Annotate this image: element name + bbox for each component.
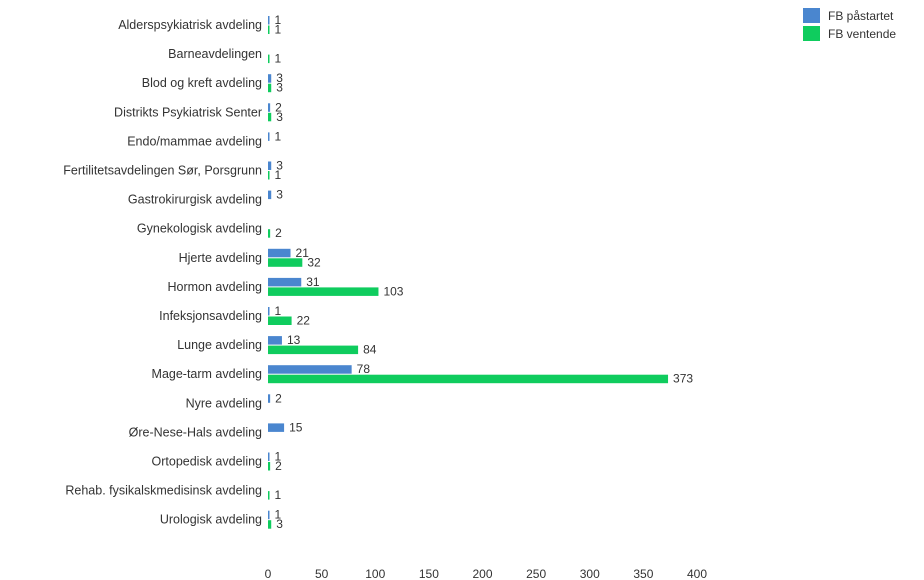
value-label-ventende-ortopedisk-avdeling: 2 [275, 459, 282, 473]
value-label-ventende-rehab-fysikalskmedisinsk-avdeling: 1 [275, 488, 282, 502]
value-label-ventende-hormon-avdeling: 103 [383, 284, 403, 298]
category-label-nyre-avdeling: Nyre avdeling [186, 396, 262, 410]
legend-label-ventende: FB ventende [828, 27, 896, 41]
value-label-ventende-fertilitetsavdelingen-s-r-porsgrunn: 1 [275, 168, 282, 182]
value-label-pastartet-infeksjonsavdeling: 1 [275, 304, 282, 318]
x-tick-label-350: 350 [633, 567, 653, 580]
category-label-infeksjonsavdeling: Infeksjonsavdeling [159, 309, 262, 323]
value-label-ventende-blod-og-kreft-avdeling: 3 [276, 81, 283, 95]
bar-ventende-rehab-fysikalskmedisinsk-avdeling [268, 491, 270, 500]
bar-pastartet-gastrokirurgisk-avdeling [268, 190, 272, 200]
value-label-pastartet-lunge-avdeling: 13 [287, 333, 301, 347]
x-tick-label-150: 150 [419, 567, 439, 580]
value-label-ventende-barneavdelingen: 1 [275, 52, 282, 66]
category-label-fertilitetsavdelingen-s-r-porsgrunn: Fertilitetsavdelingen Sør, Porsgrunn [63, 164, 262, 178]
bar-pastartet-mage-tarm-avdeling [268, 365, 352, 374]
bar-pastartet-ortopedisk-avdeling [268, 452, 270, 461]
value-label-pastartet-fertilitetsavdelingen-s-r-porsgrunn: 3 [276, 159, 283, 173]
category-label-ortopedisk-avdeling: Ortopedisk avdeling [152, 455, 263, 469]
bar-ventende-gynekologisk-avdeling [268, 229, 271, 238]
value-label-pastartet-distrikts-psykiatrisk-senter: 2 [275, 100, 282, 114]
bar-ventende-distrikts-psykiatrisk-senter [268, 112, 272, 122]
bar-ventende-hjerte-avdeling [268, 258, 303, 267]
category-label-hormon-avdeling: Hormon avdeling [168, 280, 263, 294]
value-label-pastartet-urologisk-avdeling: 1 [275, 508, 282, 522]
x-tick-label-100: 100 [365, 567, 385, 580]
x-tick-label-0: 0 [265, 567, 272, 580]
legend: FB påstartet FB ventende [803, 8, 896, 41]
bar-ventende-blod-og-kreft-avdeling [268, 83, 272, 93]
bar-pastartet-alderspsykiatrisk-avdeling [268, 16, 270, 25]
bar-pastartet-infeksjonsavdeling [268, 307, 270, 316]
x-tick-label-300: 300 [580, 567, 600, 580]
value-label-ventende-lunge-avdeling: 84 [363, 343, 377, 357]
bar-pastartet-lunge-avdeling [268, 336, 282, 345]
value-label-pastartet-endo-mammae-avdeling: 1 [275, 129, 282, 143]
bar-pastartet-distrikts-psykiatrisk-senter [268, 103, 271, 112]
category-label-hjerte-avdeling: Hjerte avdeling [179, 251, 262, 265]
category-label-mage-tarm-avdeling: Mage-tarm avdeling [152, 367, 263, 381]
category-label-re-nese-hals-avdeling: Øre-Nese-Hals avdeling [129, 425, 262, 439]
category-label-rehab-fysikalskmedisinsk-avdeling: Rehab. fysikalskmedisinsk avdeling [65, 484, 262, 498]
x-tick-label-400: 400 [687, 567, 707, 580]
bar-pastartet-fertilitetsavdelingen-s-r-porsgrunn [268, 161, 272, 170]
value-label-pastartet-mage-tarm-avdeling: 78 [357, 362, 371, 376]
value-label-ventende-urologisk-avdeling: 3 [276, 517, 283, 531]
bar-pastartet-blod-og-kreft-avdeling [268, 74, 272, 83]
x-tick-label-50: 50 [315, 567, 329, 580]
value-label-pastartet-ortopedisk-avdeling: 1 [275, 450, 282, 464]
value-labels: 1113323131322132311031221384783732151211… [275, 13, 694, 531]
value-label-pastartet-nyre-avdeling: 2 [275, 391, 282, 405]
value-label-ventende-gynekologisk-avdeling: 2 [275, 226, 282, 240]
value-label-pastartet-hormon-avdeling: 31 [306, 275, 320, 289]
value-label-ventende-infeksjonsavdeling: 22 [297, 314, 311, 328]
category-label-distrikts-psykiatrisk-senter: Distrikts Psykiatrisk Senter [114, 105, 262, 119]
bar-ventende-alderspsykiatrisk-avdeling [268, 25, 270, 34]
bar-pastartet-hjerte-avdeling [268, 248, 291, 258]
legend-label-pastartet: FB påstartet [828, 9, 894, 23]
value-label-pastartet-hjerte-avdeling: 21 [296, 246, 310, 260]
bars [268, 16, 669, 529]
x-tick-label-200: 200 [472, 567, 492, 580]
value-label-ventende-hjerte-avdeling: 32 [307, 255, 321, 269]
category-label-gynekologisk-avdeling: Gynekologisk avdeling [137, 222, 262, 236]
bar-ventende-ortopedisk-avdeling [268, 462, 271, 471]
category-label-alderspsykiatrisk-avdeling: Alderspsykiatrisk avdeling [118, 18, 262, 32]
bar-ventende-fertilitetsavdelingen-s-r-porsgrunn [268, 171, 270, 180]
bar-pastartet-urologisk-avdeling [268, 510, 270, 520]
value-label-ventende-mage-tarm-avdeling: 373 [673, 372, 693, 386]
value-label-pastartet-re-nese-hals-avdeling: 15 [289, 420, 303, 434]
value-label-pastartet-gastrokirurgisk-avdeling: 3 [276, 188, 283, 202]
bar-ventende-mage-tarm-avdeling [268, 374, 669, 384]
legend-swatch-pastartet [803, 8, 820, 23]
bar-pastartet-endo-mammae-avdeling [268, 132, 270, 141]
bar-pastartet-hormon-avdeling [268, 277, 302, 287]
category-label-urologisk-avdeling: Urologisk avdeling [160, 513, 262, 527]
bar-ventende-hormon-avdeling [268, 287, 379, 296]
bar-pastartet-re-nese-hals-avdeling [268, 423, 285, 432]
value-label-pastartet-blod-og-kreft-avdeling: 3 [276, 71, 283, 85]
x-axis-ticks: 0 50 100 150 200 250 300 350 400 [265, 567, 708, 580]
bar-ventende-urologisk-avdeling [268, 520, 272, 529]
value-label-pastartet-alderspsykiatrisk-avdeling: 1 [275, 13, 282, 27]
category-label-endo-mammae-avdeling: Endo/mammae avdeling [127, 134, 262, 148]
category-label-gastrokirurgisk-avdeling: Gastrokirurgisk avdeling [128, 193, 262, 207]
category-label-lunge-avdeling: Lunge avdeling [177, 338, 262, 352]
x-tick-label-250: 250 [526, 567, 546, 580]
bar-ventende-barneavdelingen [268, 54, 270, 64]
legend-swatch-ventende [803, 26, 820, 41]
value-label-ventende-distrikts-psykiatrisk-senter: 3 [276, 110, 283, 124]
category-labels: Alderspsykiatrisk avdeling Barneavdelinge… [63, 18, 262, 527]
bar-ventende-infeksjonsavdeling [268, 316, 292, 325]
bar-ventende-lunge-avdeling [268, 345, 359, 355]
value-label-ventende-alderspsykiatrisk-avdeling: 1 [275, 23, 282, 37]
category-label-barneavdelingen: Barneavdelingen [168, 47, 262, 61]
bar-pastartet-nyre-avdeling [268, 394, 271, 403]
category-label-blod-og-kreft-avdeling: Blod og kreft avdeling [142, 76, 262, 90]
